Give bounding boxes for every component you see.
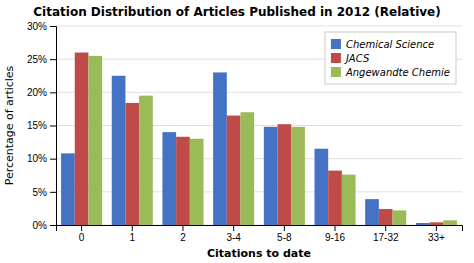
x-axis-title: Citations to date <box>207 247 311 260</box>
y-tick-label: 20% <box>27 87 47 98</box>
legend-label: JACS <box>344 53 370 64</box>
x-tick-mark <box>81 225 82 231</box>
x-tick: 9-16 <box>325 225 345 243</box>
x-axis: 0 1 2 3-4 5-8 9-16 17-32 33+ <box>57 225 463 243</box>
y-tick-label: 30% <box>27 21 47 32</box>
x-tick-label: 1 <box>130 232 136 243</box>
x-tick: 2 <box>180 225 186 243</box>
x-tick: 0 <box>79 225 85 243</box>
y-tick-mark <box>50 26 56 27</box>
y-tick-mark <box>50 225 56 226</box>
x-tick-label: 9-16 <box>325 232 345 243</box>
y-tick: 30% <box>27 21 56 32</box>
bar <box>430 222 444 225</box>
x-tick-mark <box>385 225 386 231</box>
x-tick: 3-4 <box>226 225 241 243</box>
x-tick: 1 <box>130 225 136 243</box>
y-tick-label: 5% <box>33 187 48 198</box>
x-tick-mark <box>132 225 133 231</box>
y-tick-label: 10% <box>27 153 47 164</box>
bar <box>227 116 241 225</box>
y-tick: 5% <box>33 187 56 198</box>
x-tick-label: 33+ <box>428 232 445 243</box>
legend-box <box>325 32 456 84</box>
legend-item: Angewandte Chemie <box>331 67 450 78</box>
y-tick-label: 15% <box>27 120 47 131</box>
bar <box>393 210 407 225</box>
x-tick-mark <box>335 225 336 231</box>
x-tick-label: 3-4 <box>226 232 241 243</box>
bar <box>213 72 227 225</box>
bar <box>112 76 126 225</box>
y-tick: 10% <box>27 153 56 164</box>
x-tick-mark <box>284 225 285 231</box>
legend-label: Angewandte Chemie <box>345 67 450 78</box>
legend-item: Chemical Science <box>331 39 434 50</box>
y-axis: 0% 5% 10% 15% 20% 25% 30% <box>27 21 57 231</box>
x-tick-label: 2 <box>180 232 186 243</box>
grid-line <box>56 26 462 27</box>
bar <box>139 96 153 225</box>
y-tick: 0% <box>33 220 56 231</box>
y-axis-line <box>50 27 57 226</box>
x-axis-line <box>57 226 463 232</box>
y-tick-mark <box>50 92 56 93</box>
y-tick-label: 0% <box>33 220 48 231</box>
bar <box>342 175 356 225</box>
bar <box>416 223 430 225</box>
chart: Citation Distribution of Articles Publis… <box>0 0 474 263</box>
y-tick: 20% <box>27 87 56 98</box>
x-tick-label: 0 <box>79 232 85 243</box>
series <box>61 72 429 225</box>
y-tick-mark <box>50 192 56 193</box>
bar <box>88 56 102 225</box>
title: Citation Distribution of Articles Publis… <box>33 5 440 19</box>
bar <box>264 127 278 225</box>
x-tick: 17-32 <box>373 225 399 243</box>
y-tick: 15% <box>27 120 56 131</box>
y-tick-mark <box>50 59 56 60</box>
bar <box>291 127 305 225</box>
bar <box>365 199 379 225</box>
grid <box>56 26 462 225</box>
legend: Chemical Science JACS Angewandte Chemie <box>325 32 456 84</box>
y-tick-mark <box>50 126 56 127</box>
bar <box>328 171 342 225</box>
plot: 0 1 2 3-4 5-8 9-16 17-32 33+ 0% 5% 10% 15% 20% 25% 30%… <box>27 21 463 243</box>
bar <box>379 209 393 225</box>
y-tick-label: 25% <box>27 54 47 65</box>
bar <box>176 137 190 225</box>
bar <box>125 103 139 225</box>
bar <box>443 220 457 225</box>
x-tick-label: 17-32 <box>373 232 399 243</box>
legend-swatch <box>331 53 341 63</box>
legend-swatch <box>331 67 341 77</box>
bar <box>61 153 75 225</box>
y-axis-title: Percentage of articles <box>3 65 16 185</box>
x-tick-mark <box>436 225 437 231</box>
bar <box>240 112 254 225</box>
bar <box>75 53 89 225</box>
y-tick: 25% <box>27 54 56 65</box>
bar <box>278 124 292 225</box>
legend-swatch <box>331 39 341 49</box>
x-tick-mark <box>233 225 234 231</box>
bar <box>162 132 176 225</box>
x-tick: 33+ <box>428 225 445 243</box>
y-tick-mark <box>50 159 56 160</box>
x-tick: 5-8 <box>277 225 292 243</box>
bar <box>315 149 329 225</box>
bar <box>190 139 204 225</box>
legend-item: JACS <box>331 53 370 64</box>
x-tick-mark <box>182 225 183 231</box>
x-tick-label: 5-8 <box>277 232 292 243</box>
legend-label: Chemical Science <box>346 39 434 50</box>
